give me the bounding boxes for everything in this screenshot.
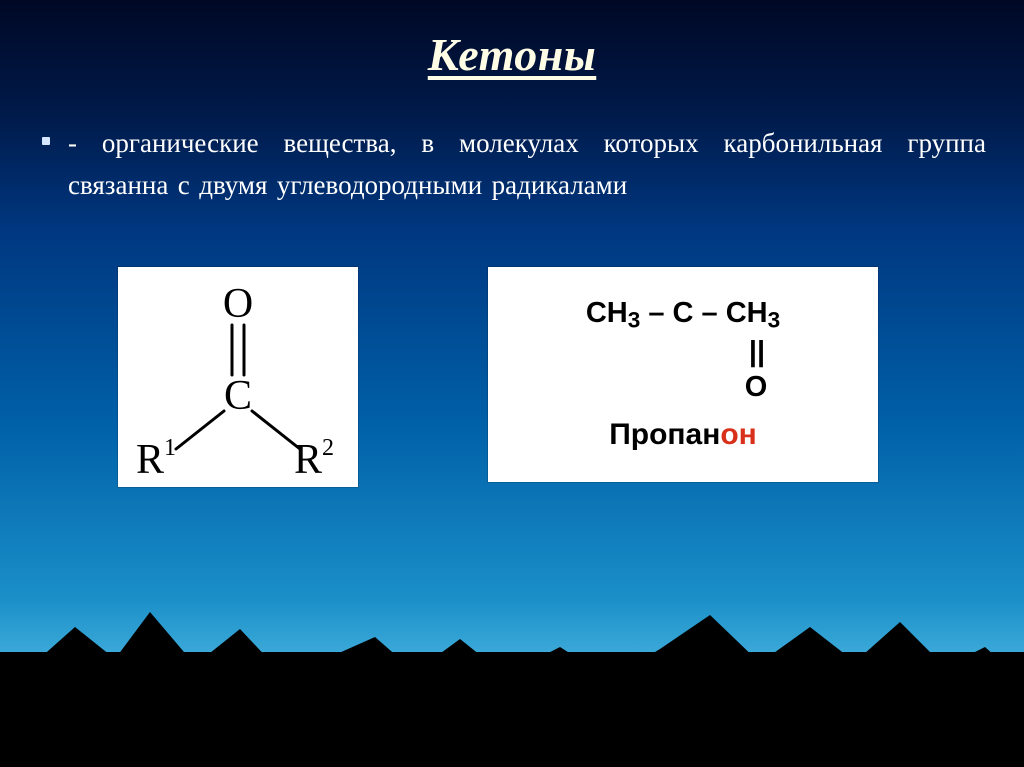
atom-r2: R2 <box>294 435 334 477</box>
compound-name: Пропанон <box>609 418 757 452</box>
propanone-oxygen: O <box>599 371 768 404</box>
propanone-double-bond: || <box>601 336 765 369</box>
propanone-formula-box: CH3 – C – CH3 || O Пропанон <box>488 267 878 482</box>
slide-title: Кетоны <box>38 28 986 81</box>
ketone-generic-structure: O C R1 R2 <box>118 267 358 487</box>
definition-text: - органические вещества, в молекулах кот… <box>68 123 986 207</box>
mountain-silhouette <box>0 567 1024 767</box>
atom-r1: R1 <box>136 435 176 477</box>
definition-row: - органические вещества, в молекулах кот… <box>38 123 986 207</box>
atom-carbon: C <box>224 373 252 419</box>
atom-oxygen: O <box>223 281 253 327</box>
bullet-icon <box>42 137 50 145</box>
slide-content: Кетоны - органические вещества, в молеку… <box>0 0 1024 487</box>
propanone-line1: CH3 – C – CH3 <box>586 297 780 334</box>
figures-row: O C R1 R2 CH3 – C – CH3 || O Про <box>38 267 986 487</box>
